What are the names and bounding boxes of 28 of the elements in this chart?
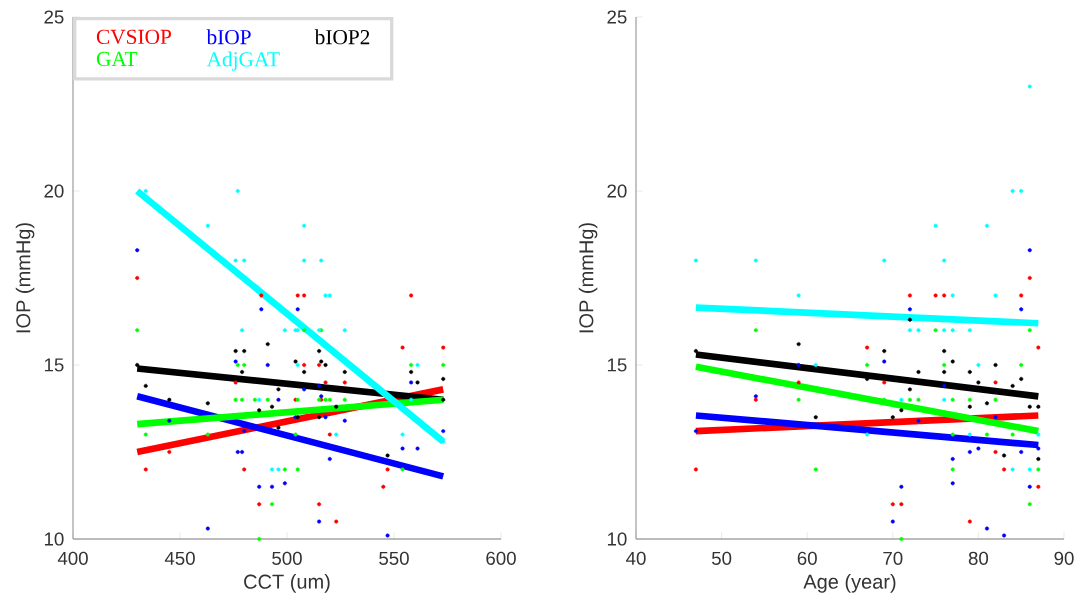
text: CVSIOP [96,29,171,45]
y-tick-label: 20 [607,184,627,198]
x-tick-label: 50 [711,551,732,565]
y-tick-label: 10 [607,532,627,546]
x-tick-label: 40 [626,551,646,565]
x-tick-label: 400 [57,551,88,565]
text: bIOP [206,29,251,45]
x-tick-label: 550 [379,551,409,565]
y-tick-label: 15 [44,358,64,372]
x-tick-label: 450 [164,551,195,565]
y-tick-label: 15 [607,358,627,372]
y-axis-title: IOP (mmHg) [15,223,35,333]
text: AdjGAT [206,51,280,71]
x-tick-label: 500 [272,551,302,565]
x-tick-label: 80 [968,551,989,565]
text: bIOP2 [314,29,370,45]
y-tick-label: 25 [607,10,627,24]
y-tick-label: 25 [44,10,64,24]
x-tick-label: 70 [883,551,903,565]
x-tick-label: 600 [486,551,516,565]
y-axis-title: IOP (mmHg) [578,223,598,333]
y-tick-label: 10 [44,532,64,546]
y-tick-label: 20 [44,184,64,198]
x-axis-title: CCT (um) [244,574,330,593]
x-tick-label: 90 [1054,551,1074,565]
x-axis-title: Age (year) [803,574,896,593]
text: GAT [96,51,138,67]
x-tick-label: 60 [797,551,817,565]
